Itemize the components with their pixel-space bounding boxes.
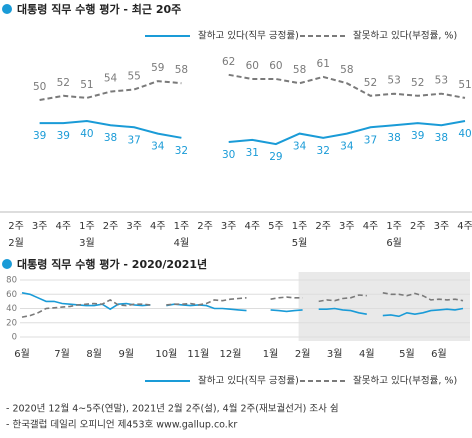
value-label: 38	[387, 132, 400, 144]
y-tick-label: 20	[6, 318, 17, 328]
value-label: 37	[364, 134, 377, 146]
legend-label: 잘하고 있다(직무 긍정률)	[198, 375, 299, 387]
value-label: 51	[80, 79, 93, 91]
y-tick-label: 60	[6, 290, 17, 300]
x-tick-label: 2주	[315, 221, 331, 232]
x-tick-label: 3월	[327, 348, 343, 360]
x-tick-label: 2월	[295, 348, 311, 360]
value-label: 59	[151, 62, 164, 74]
value-label: 38	[104, 132, 117, 144]
legend-label: 잘못하고 있다(부정률, %)	[353, 30, 457, 42]
value-label: 34	[293, 141, 307, 153]
series-line	[39, 73, 466, 101]
x-tick-label: 10월	[155, 348, 177, 360]
chart-title: 대통령 직무 수행 평가 - 2020/2021년	[17, 257, 207, 271]
legend-label: 잘하고 있다(직무 긍정률)	[198, 30, 299, 42]
x-tick-label: 2주	[103, 221, 119, 232]
x-tick-label: 2주	[410, 221, 426, 232]
value-label: 40	[458, 128, 471, 140]
x-tick-label: 2주	[197, 221, 213, 232]
x-tick-label: 9월	[118, 348, 134, 360]
x-tick-label: 4주	[457, 221, 472, 232]
value-label: 53	[387, 75, 400, 87]
x-tick-label: 6월	[14, 348, 30, 360]
x-tick-label: 3주	[32, 221, 48, 232]
value-label: 58	[340, 64, 353, 76]
y-tick-label: 0	[12, 333, 17, 343]
value-label: 31	[246, 147, 259, 159]
chart-title: 대통령 직무 수행 평가 - 최근 20주	[17, 2, 181, 16]
x-tick-label: 1주	[79, 221, 95, 232]
series-line	[21, 292, 464, 318]
value-label: 29	[269, 151, 282, 163]
value-label: 50	[33, 81, 46, 93]
x-tick-label: 4주	[245, 221, 261, 232]
value-label: 40	[80, 128, 93, 140]
value-label: 58	[175, 64, 188, 76]
value-label: 39	[411, 130, 424, 142]
series-line	[21, 292, 464, 318]
x-tick-label: 4월	[359, 348, 375, 360]
value-label: 37	[127, 134, 140, 146]
note: - 2020년 12월 4~5주(연말), 2021년 2월 2주(설), 4월…	[6, 403, 339, 415]
value-label: 34	[151, 141, 165, 153]
value-label: 32	[317, 145, 330, 157]
value-label: 39	[33, 130, 46, 142]
value-label: 52	[57, 77, 70, 89]
value-label: 53	[435, 75, 448, 87]
month-label: 6월	[386, 237, 402, 249]
series-line	[39, 119, 466, 146]
value-label: 55	[127, 71, 140, 83]
x-tick-label: 6월	[431, 348, 447, 360]
x-tick-label: 2주	[8, 221, 24, 232]
x-tick-label: 3주	[126, 221, 142, 232]
x-tick-label: 3주	[339, 221, 355, 232]
month-label: 3월	[79, 237, 95, 249]
x-tick-label: 12월	[220, 348, 242, 360]
x-tick-label: 4주	[363, 221, 379, 232]
value-label: 38	[435, 132, 448, 144]
y-tick-label: 80	[6, 276, 17, 286]
shaded-period	[298, 272, 470, 341]
x-tick-label: 5월	[399, 348, 415, 360]
x-tick-label: 5주	[268, 221, 284, 232]
note: - 한국갤럽 데일리 오피니언 제453호 www.gallup.co.kr	[6, 419, 237, 431]
x-tick-label: 1주	[386, 221, 402, 232]
value-label: 52	[364, 77, 377, 89]
value-label: 51	[458, 79, 471, 91]
x-tick-label: 11월	[187, 348, 209, 360]
x-tick-label: 7월	[54, 348, 70, 360]
x-tick-label: 4주	[150, 221, 166, 232]
value-label: 32	[175, 145, 188, 157]
title-bullet	[2, 259, 12, 269]
x-tick-label: 3주	[221, 221, 237, 232]
month-label: 4월	[174, 237, 190, 249]
x-tick-label: 1주	[292, 221, 308, 232]
legend-label: 잘못하고 있다(부정률, %)	[353, 375, 457, 387]
value-label: 61	[317, 58, 330, 70]
x-tick-label: 3주	[434, 221, 450, 232]
value-label: 60	[246, 60, 259, 72]
month-label: 5월	[292, 237, 308, 249]
y-tick-label: 40	[6, 304, 17, 314]
value-label: 39	[57, 130, 70, 142]
value-label: 52	[411, 77, 424, 89]
value-label: 58	[293, 64, 306, 76]
value-label: 30	[222, 149, 235, 161]
month-label: 2월	[8, 237, 24, 249]
x-tick-label: 8월	[86, 348, 102, 360]
title-bullet	[2, 4, 12, 14]
x-tick-label: 1주	[174, 221, 190, 232]
value-label: 54	[104, 73, 118, 85]
value-label: 62	[222, 56, 235, 68]
x-tick-label: 1월	[263, 348, 279, 360]
value-label: 34	[340, 141, 354, 153]
value-label: 60	[269, 60, 282, 72]
x-tick-label: 4주	[55, 221, 71, 232]
